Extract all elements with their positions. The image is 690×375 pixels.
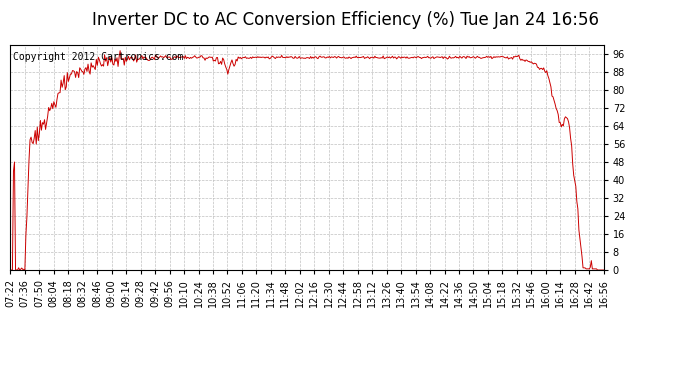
Text: Copyright 2012 Cartronics.com: Copyright 2012 Cartronics.com: [13, 52, 184, 62]
Text: Inverter DC to AC Conversion Efficiency (%) Tue Jan 24 16:56: Inverter DC to AC Conversion Efficiency …: [92, 11, 598, 29]
